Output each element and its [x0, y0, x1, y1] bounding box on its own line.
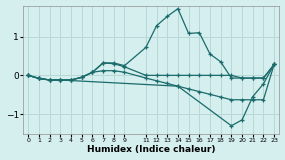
X-axis label: Humidex (Indice chaleur): Humidex (Indice chaleur): [87, 145, 215, 154]
